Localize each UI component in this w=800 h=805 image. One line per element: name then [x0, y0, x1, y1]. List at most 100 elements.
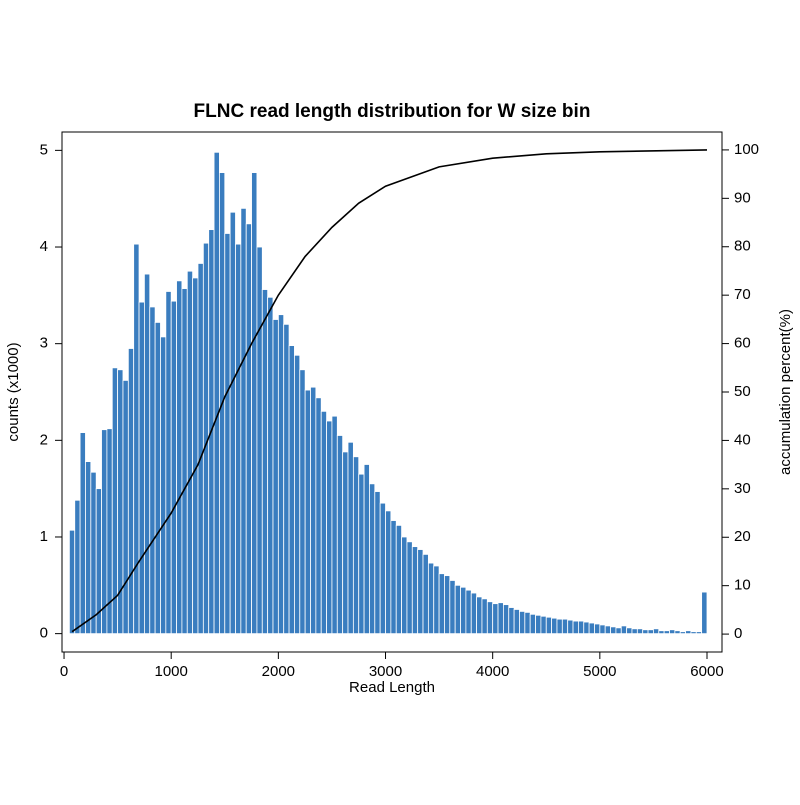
bar: [272, 319, 279, 635]
bar: [256, 246, 263, 635]
bar: [320, 410, 327, 635]
bar: [481, 598, 488, 635]
bar: [261, 289, 269, 635]
bar: [599, 624, 606, 635]
y2-tick-label: 70: [734, 286, 751, 303]
bar: [695, 631, 703, 635]
bar: [679, 631, 686, 635]
bar: [631, 628, 638, 635]
y2-tick-label: 40: [734, 431, 751, 448]
bar: [235, 243, 242, 635]
bar: [663, 630, 670, 635]
bar: [545, 616, 553, 635]
bar: [310, 386, 317, 635]
bar: [111, 367, 119, 635]
x-axis-label: Read Length: [349, 679, 435, 696]
x-tick-label: 2000: [262, 663, 295, 680]
bar: [331, 415, 338, 635]
bar: [229, 211, 236, 635]
bar: [342, 451, 349, 635]
bar: [438, 573, 445, 635]
bar: [433, 565, 440, 635]
bar: [411, 546, 419, 635]
bar: [653, 628, 660, 635]
bar: [551, 617, 558, 635]
bar: [454, 584, 461, 635]
bar: [277, 314, 285, 635]
y2-tick-label: 80: [734, 238, 751, 255]
bar: [567, 619, 574, 635]
bar: [444, 575, 451, 635]
bar: [127, 348, 135, 635]
bar: [642, 629, 649, 635]
bar: [299, 369, 306, 635]
bar: [502, 604, 510, 635]
y2-tick-label: 20: [734, 528, 751, 545]
bar: [519, 611, 526, 635]
bar: [556, 618, 563, 635]
bar: [154, 322, 161, 635]
bar: [524, 611, 531, 635]
x-tick-label: 0: [60, 663, 68, 680]
bar: [513, 609, 520, 635]
y-tick-label: 4: [40, 238, 48, 255]
y-tick-label: 1: [40, 528, 48, 545]
bar: [85, 461, 92, 635]
x-tick-label: 3000: [369, 663, 402, 680]
bar: [508, 607, 515, 635]
bar: [674, 630, 681, 635]
bar: [133, 243, 140, 635]
bar: [192, 277, 199, 635]
bar: [390, 520, 397, 635]
bar: [449, 580, 456, 635]
bar: [417, 549, 424, 635]
bar: [572, 620, 579, 635]
bar: [594, 623, 601, 635]
bar: [647, 629, 654, 635]
y2-tick-label: 90: [734, 189, 751, 206]
bar: [540, 615, 547, 635]
bar: [224, 233, 231, 635]
y2-tick-label: 100: [734, 141, 759, 158]
y2-tick-label: 30: [734, 480, 751, 497]
y2-tick-label: 60: [734, 335, 751, 352]
bar: [336, 435, 344, 635]
bar: [101, 429, 108, 635]
bar: [636, 628, 644, 635]
bar: [476, 596, 483, 635]
bar: [604, 625, 611, 635]
bar: [486, 601, 494, 635]
x-tick-label: 1000: [155, 663, 188, 680]
y-tick-label: 2: [40, 431, 48, 448]
bar: [374, 491, 381, 635]
bar: [186, 270, 194, 635]
bar: [294, 354, 301, 635]
bar: [79, 432, 86, 635]
bar: [588, 622, 595, 635]
y-tick-label: 5: [40, 141, 48, 158]
bar: [326, 420, 333, 635]
bar: [363, 464, 370, 635]
bar: [401, 536, 408, 635]
bar: [610, 626, 617, 635]
x-tick-label: 6000: [690, 663, 723, 680]
y2-tick-label: 0: [734, 625, 742, 642]
bar: [68, 529, 76, 635]
bar: [369, 483, 376, 635]
bar: [288, 345, 295, 635]
chart-title: FLNC read length distribution for W size…: [194, 101, 591, 122]
y2-tick-label: 10: [734, 577, 751, 594]
bar: [690, 631, 697, 635]
bar: [460, 586, 467, 635]
bar: [379, 502, 386, 635]
bar: [583, 621, 590, 635]
bar: [144, 273, 151, 635]
bar: [74, 499, 81, 635]
bar: [358, 473, 365, 635]
bar: [626, 627, 633, 635]
bar: [197, 263, 204, 635]
bar: [529, 613, 536, 635]
bar: [245, 223, 252, 635]
bar: [470, 592, 478, 635]
